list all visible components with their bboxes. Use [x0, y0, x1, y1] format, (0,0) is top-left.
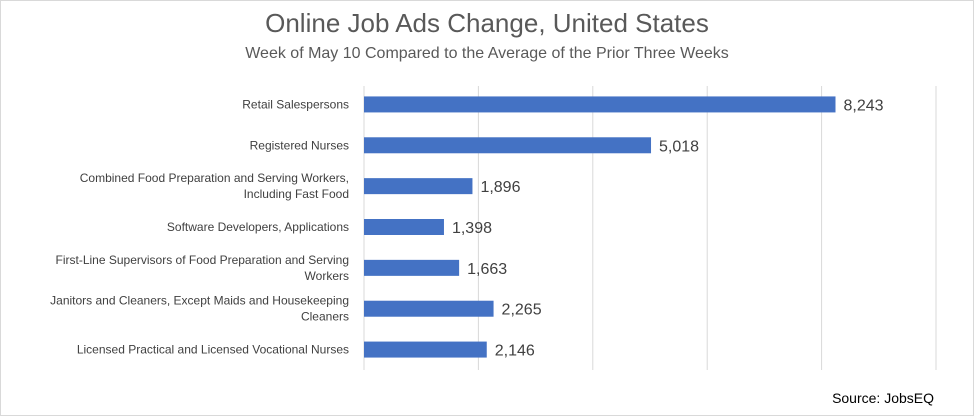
- data-label-3: 1,896: [480, 179, 520, 196]
- bar-3: [364, 178, 473, 195]
- chart-subtitle: Week of May 10 Compared to the Average o…: [245, 45, 729, 62]
- category-label-line: Retail Salespersons: [242, 97, 349, 111]
- category-label-line: Workers: [305, 269, 349, 283]
- category-label-1: Retail Salespersons: [242, 97, 349, 111]
- category-label-2: Registered Nurses: [250, 138, 349, 152]
- bar-6: [364, 300, 494, 317]
- category-label-line: Including Fast Food: [244, 187, 349, 201]
- category-label-line: First-Line Supervisors of Food Preparati…: [56, 253, 349, 267]
- chart-title: Online Job Ads Change, United States: [265, 8, 709, 38]
- category-label-3: Combined Food Preparation and Serving Wo…: [80, 171, 349, 201]
- category-label-line: Janitors and Cleaners, Except Maids and …: [50, 294, 349, 308]
- bar-4: [364, 219, 444, 235]
- category-label-line: Cleaners: [301, 310, 349, 324]
- data-label-6: 2,265: [502, 302, 542, 319]
- data-label-1: 8,243: [843, 97, 883, 114]
- bar-2: [364, 137, 652, 154]
- category-label-5: First-Line Supervisors of Food Preparati…: [56, 253, 349, 283]
- data-label-2: 5,018: [659, 138, 699, 155]
- category-label-4: Software Developers, Applications: [167, 220, 349, 234]
- category-label-line: Combined Food Preparation and Serving Wo…: [80, 171, 349, 185]
- data-label-7: 2,146: [495, 343, 535, 360]
- category-label-6: Janitors and Cleaners, Except Maids and …: [50, 294, 349, 324]
- data-label-4: 1,398: [452, 220, 492, 237]
- data-label-5: 1,663: [467, 261, 507, 278]
- bar-1: [364, 96, 836, 113]
- category-label-line: Registered Nurses: [250, 138, 349, 152]
- category-label-line: Licensed Practical and Licensed Vocation…: [77, 343, 349, 357]
- category-label-7: Licensed Practical and Licensed Vocation…: [77, 343, 349, 357]
- bar-7: [364, 341, 487, 358]
- source-note: Source: JobsEQ: [832, 390, 934, 406]
- category-label-line: Software Developers, Applications: [167, 220, 349, 234]
- bar-5: [364, 259, 460, 276]
